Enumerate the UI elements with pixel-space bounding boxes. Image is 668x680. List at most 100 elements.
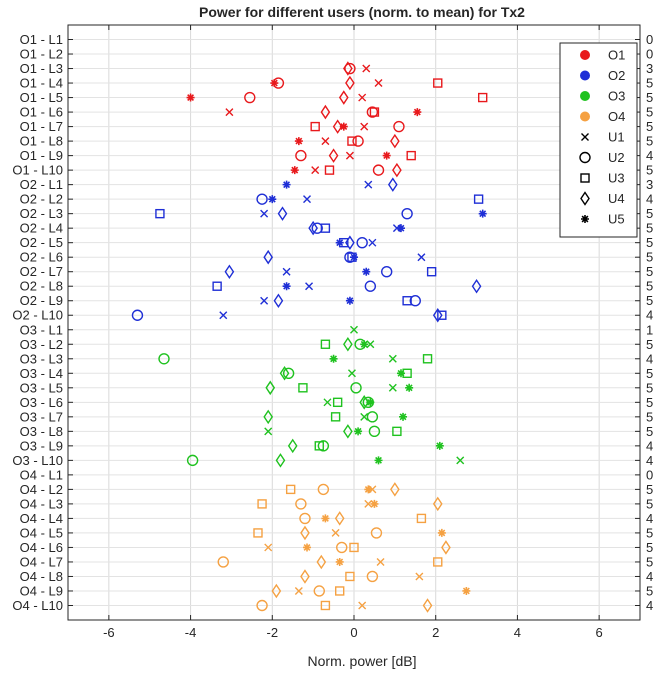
right-count-label: 0 <box>646 32 653 47</box>
data-point <box>275 453 286 468</box>
data-point <box>432 496 443 512</box>
data-point <box>360 122 369 131</box>
y-tick-label: O3 - L2 <box>20 337 63 352</box>
data-point <box>374 456 383 465</box>
right-count-label: 5 <box>646 206 653 221</box>
y-tick-label: O2 - L7 <box>20 264 63 279</box>
legend-item: O1 <box>580 48 625 63</box>
data-point <box>362 267 371 276</box>
data-point <box>354 427 363 436</box>
data-point <box>324 165 335 175</box>
data-point <box>366 398 375 407</box>
data-point <box>426 267 437 277</box>
data-point <box>282 282 291 291</box>
y-tick-label: O2 - L10 <box>12 308 63 323</box>
data-point <box>415 572 424 581</box>
x-tick-label: 0 <box>350 625 357 640</box>
legend-label: U2 <box>608 150 625 165</box>
data-point <box>356 236 368 249</box>
data-point <box>345 235 355 250</box>
data-point <box>317 483 330 496</box>
data-point <box>350 382 362 394</box>
data-point <box>345 571 355 582</box>
y-tick-label: O3 - L5 <box>20 380 63 395</box>
data-point <box>299 512 311 525</box>
data-point <box>402 296 412 306</box>
right-count-label: 5 <box>646 395 653 410</box>
legend-label: U1 <box>608 130 625 145</box>
data-point <box>368 238 377 247</box>
data-point <box>390 133 400 149</box>
data-point <box>359 395 370 410</box>
data-point <box>300 525 310 541</box>
data-point <box>256 193 268 205</box>
right-count-label: 0 <box>646 467 653 482</box>
data-point <box>390 482 400 497</box>
data-point <box>295 498 307 510</box>
data-point <box>406 150 416 161</box>
data-point <box>358 93 367 102</box>
data-point <box>329 354 338 363</box>
data-point <box>323 398 332 407</box>
data-point <box>332 397 343 408</box>
legend-color-swatch <box>580 70 590 81</box>
data-point <box>265 380 276 396</box>
right-count-label: 5 <box>646 337 653 352</box>
right-count-label: 5 <box>646 76 653 91</box>
data-point <box>186 93 195 102</box>
right-count-label: 5 <box>646 221 653 236</box>
data-point <box>345 296 354 305</box>
data-point <box>343 424 353 439</box>
x-tick-label: -6 <box>103 625 115 640</box>
legend-color-swatch <box>580 91 590 101</box>
data-point <box>473 194 484 204</box>
y-tick-label: O3 - L3 <box>20 351 63 366</box>
right-count-label: 5 <box>646 525 653 540</box>
data-point <box>335 557 344 566</box>
data-point <box>352 135 364 147</box>
data-point <box>364 180 373 189</box>
data-point <box>345 151 354 160</box>
y-tick-label: O2 - L4 <box>20 221 63 236</box>
y-tick-label: O3 - L7 <box>20 409 63 424</box>
data-point <box>347 369 356 378</box>
data-point <box>320 339 331 349</box>
data-point <box>435 441 444 450</box>
data-point <box>360 340 369 349</box>
right-count-label: 5 <box>646 250 653 265</box>
data-point <box>345 75 355 91</box>
data-point <box>271 583 282 599</box>
data-point <box>294 586 303 595</box>
data-point <box>433 557 443 567</box>
data-point <box>370 527 383 539</box>
x-tick-label: -2 <box>267 625 279 640</box>
data-point <box>294 137 303 146</box>
right-count-label: 4 <box>646 511 653 526</box>
y-tick-label: O1 - L5 <box>20 90 63 105</box>
legend-label: O3 <box>608 89 625 104</box>
y-tick-label: O2 - L8 <box>20 279 63 294</box>
right-count-label: 4 <box>646 148 653 163</box>
data-points <box>131 61 488 613</box>
right-count-label: 5 <box>646 264 653 279</box>
y-tick-label: O2 - L5 <box>20 235 63 250</box>
y-tick-label: O4 - L10 <box>12 598 63 613</box>
legend-label: O1 <box>608 48 625 63</box>
data-point <box>256 599 268 612</box>
data-point <box>441 540 451 555</box>
legend-label: O2 <box>608 68 625 83</box>
data-point <box>478 92 488 103</box>
data-point <box>343 337 353 352</box>
data-point <box>320 223 331 233</box>
data-point <box>368 425 381 438</box>
y-tick-label: O1 - L8 <box>20 134 63 149</box>
right-count-label: 4 <box>646 192 653 207</box>
legend-box <box>559 42 638 238</box>
data-point <box>399 412 408 421</box>
data-point <box>317 440 330 452</box>
right-count-label: 3 <box>646 177 653 192</box>
data-point <box>253 528 263 538</box>
right-count-label: 5 <box>646 366 653 381</box>
right-count-label: 5 <box>646 119 653 134</box>
